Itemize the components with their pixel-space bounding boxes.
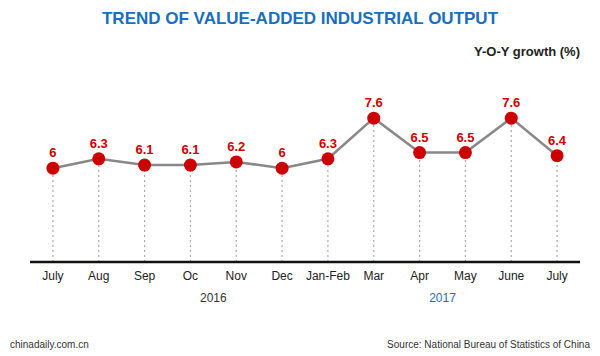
year-label: 2016 bbox=[200, 291, 227, 305]
marker bbox=[551, 149, 564, 162]
drop-line bbox=[327, 159, 328, 262]
marker bbox=[276, 162, 289, 175]
marker bbox=[413, 146, 426, 159]
plot-area bbox=[46, 112, 563, 262]
x-tick-label: May bbox=[454, 269, 477, 283]
marker bbox=[184, 159, 197, 172]
data-label: 7.6 bbox=[502, 95, 520, 110]
year-label: 2017 bbox=[429, 291, 456, 305]
x-tick-label: Dec bbox=[271, 269, 292, 283]
data-label: 6.5 bbox=[411, 130, 429, 145]
marker bbox=[92, 152, 105, 165]
x-tick-label: Jan-Feb bbox=[306, 269, 350, 283]
x-tick-label: July bbox=[546, 269, 567, 283]
drop-line bbox=[190, 165, 191, 262]
data-label: 6.1 bbox=[136, 142, 154, 157]
marker bbox=[505, 112, 518, 125]
x-tick-label: Apr bbox=[410, 269, 429, 283]
drop-line bbox=[419, 153, 420, 262]
drop-line bbox=[556, 156, 557, 262]
data-label: 6.4 bbox=[548, 133, 567, 148]
data-label: 6.3 bbox=[90, 136, 108, 151]
x-tick-label: Aug bbox=[88, 269, 109, 283]
drop-line bbox=[373, 118, 374, 262]
footer: Source: National Bureau of Statistics of… bbox=[387, 339, 590, 350]
x-tick-label: June bbox=[498, 269, 524, 283]
x-tick-label: Mar bbox=[363, 269, 384, 283]
drop-line bbox=[281, 168, 282, 262]
marker bbox=[321, 152, 334, 165]
x-tick-label: Sep bbox=[134, 269, 156, 283]
data-label: 6.5 bbox=[456, 130, 474, 145]
marker bbox=[230, 155, 243, 168]
marker bbox=[138, 159, 151, 172]
data-label: 6.1 bbox=[181, 142, 199, 157]
drop-line bbox=[144, 165, 145, 262]
data-label: 7.6 bbox=[365, 95, 383, 110]
data-label: 6 bbox=[49, 145, 56, 160]
x-tick-label: Nov bbox=[226, 269, 247, 283]
x-tick-label: July bbox=[42, 269, 63, 283]
data-label: 6 bbox=[278, 145, 285, 160]
data-label: 6.3 bbox=[319, 136, 337, 151]
data-label: 6.2 bbox=[227, 139, 245, 154]
line bbox=[53, 118, 557, 168]
drop-line bbox=[236, 162, 237, 262]
subtitle: Y-O-Y growth (%) bbox=[474, 44, 580, 59]
marker bbox=[46, 162, 59, 175]
drop-line bbox=[98, 159, 99, 262]
chart: TREND OF VALUE-ADDED INDUSTRIAL OUTPUT Y-… bbox=[0, 0, 600, 356]
title: TREND OF VALUE-ADDED INDUSTRIAL OUTPUT bbox=[102, 9, 499, 28]
drop-line bbox=[511, 118, 512, 262]
footer: chinadaily.com.cn bbox=[10, 339, 89, 350]
drop-line bbox=[52, 168, 53, 262]
marker bbox=[367, 112, 380, 125]
x-tick-label: Oc bbox=[183, 269, 198, 283]
x-axis-line bbox=[30, 261, 580, 264]
marker bbox=[459, 146, 472, 159]
drop-line bbox=[465, 153, 466, 262]
